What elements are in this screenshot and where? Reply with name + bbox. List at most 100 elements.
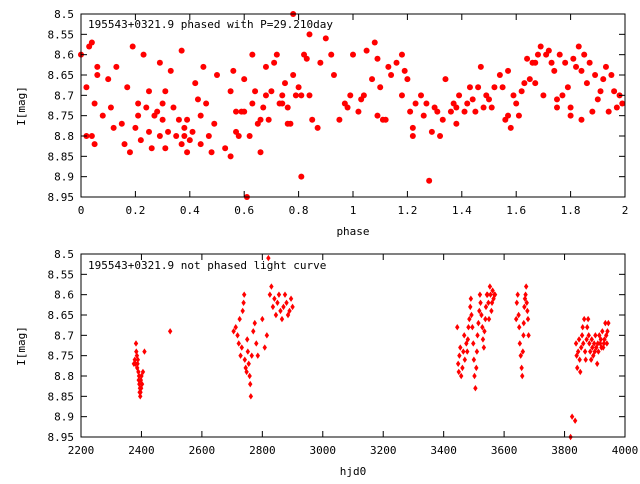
data-point (184, 149, 191, 156)
data-point (518, 88, 525, 95)
x-tick-label: 2 (622, 204, 629, 217)
data-point (245, 348, 251, 355)
data-point (567, 104, 574, 111)
data-point (499, 84, 506, 91)
data-point (523, 291, 528, 298)
data-point (521, 319, 526, 327)
data-point (471, 356, 477, 363)
data-point (581, 340, 586, 347)
data-point (465, 336, 471, 343)
data-point (587, 340, 592, 347)
data-point (140, 51, 147, 58)
data-point (156, 133, 163, 139)
data-point (241, 76, 248, 83)
data-point (461, 348, 466, 355)
data-point (466, 84, 473, 91)
data-point (605, 328, 610, 335)
data-point (110, 124, 117, 131)
data-point (385, 63, 392, 70)
data-point (586, 332, 591, 339)
data-point (211, 120, 218, 127)
data-point (471, 340, 476, 347)
data-point (295, 84, 302, 91)
y-tick-label: 8.95 (48, 191, 75, 204)
x-tick-label: 3800 (551, 444, 578, 457)
data-point (455, 324, 460, 331)
data-point (480, 104, 487, 111)
data-point (567, 112, 574, 119)
y-tick-label: 8.8 (54, 130, 74, 143)
data-point (479, 311, 484, 319)
data-point (401, 67, 408, 74)
data-point (197, 112, 204, 119)
data-point (129, 43, 136, 50)
data-point (578, 344, 584, 351)
data-point (227, 88, 234, 95)
data-point (532, 59, 539, 66)
data-point (269, 283, 274, 290)
data-point (132, 124, 139, 131)
y-axis-label: I[mag] (15, 86, 28, 126)
data-point (447, 108, 454, 115)
data-point (483, 315, 488, 323)
data-point (591, 352, 596, 359)
data-point (360, 92, 367, 99)
data-point (518, 352, 523, 359)
data-point (515, 112, 522, 119)
x-tick-label: 3000 (310, 444, 337, 457)
data-point (271, 59, 278, 66)
data-point (473, 385, 478, 392)
x-tick-label: 3200 (370, 444, 397, 457)
data-point (537, 43, 544, 50)
data-point (222, 145, 229, 152)
data-point (298, 92, 305, 99)
data-point (306, 31, 313, 38)
data-point (597, 332, 602, 339)
phased-light-curve-panel: 0 0.2 0.4 0.6 0.8 1 1.2 1.4 1.6 1.8 2 8.58.558.68.… (15, 8, 628, 238)
data-point (602, 63, 609, 70)
chart-title: 195543+0321.9 phased with P=29.210day (88, 18, 333, 31)
x-tick-label: 2400 (128, 444, 155, 457)
data-point (608, 72, 615, 78)
x-tick-label: 1.8 (561, 204, 581, 217)
data-point (462, 356, 468, 363)
data-point (355, 108, 362, 115)
data-point (137, 380, 142, 388)
data-point (481, 344, 487, 351)
data-point (491, 84, 498, 91)
data-point (532, 80, 539, 87)
data-point (593, 332, 598, 339)
data-point (347, 92, 354, 99)
data-point (189, 128, 196, 135)
y-tick-label: 8.65 (48, 69, 75, 82)
data-point (525, 307, 530, 315)
data-point (594, 344, 599, 351)
data-point (594, 360, 600, 367)
data-point (178, 141, 185, 148)
data-point (434, 108, 441, 115)
data-point (521, 80, 528, 87)
data-point (487, 283, 493, 290)
data-point (99, 112, 106, 119)
data-point (583, 356, 588, 363)
data-point (242, 356, 248, 363)
data-point (371, 39, 378, 46)
data-point (575, 348, 581, 355)
data-point (162, 88, 169, 95)
data-point (418, 92, 424, 99)
data-point (159, 116, 166, 123)
data-point (126, 149, 133, 156)
data-point (572, 417, 578, 424)
data-point (600, 76, 607, 83)
data-point (245, 336, 250, 343)
data-point (239, 344, 244, 351)
data-point (279, 92, 286, 99)
data-point (470, 324, 475, 331)
phased-points (78, 11, 626, 200)
data-point (173, 133, 180, 139)
y-tick-label: 8.6 (54, 289, 74, 302)
data-point (262, 92, 269, 99)
data-point (290, 303, 295, 311)
data-point (241, 299, 246, 306)
